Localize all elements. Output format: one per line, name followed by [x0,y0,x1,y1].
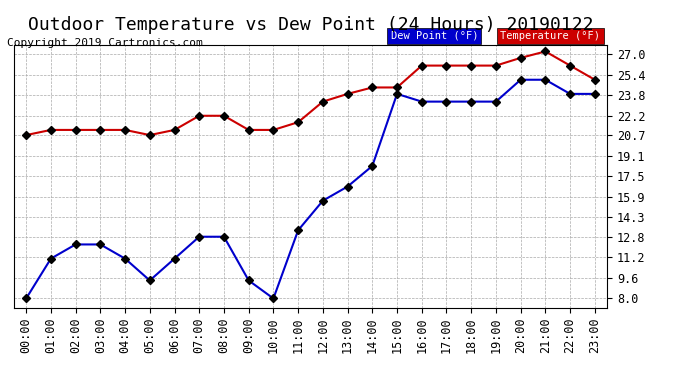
Title: Outdoor Temperature vs Dew Point (24 Hours) 20190122: Outdoor Temperature vs Dew Point (24 Hou… [28,16,593,34]
Text: Dew Point (°F): Dew Point (°F) [391,31,478,41]
Text: Temperature (°F): Temperature (°F) [500,31,600,41]
Text: Copyright 2019 Cartronics.com: Copyright 2019 Cartronics.com [7,38,203,48]
